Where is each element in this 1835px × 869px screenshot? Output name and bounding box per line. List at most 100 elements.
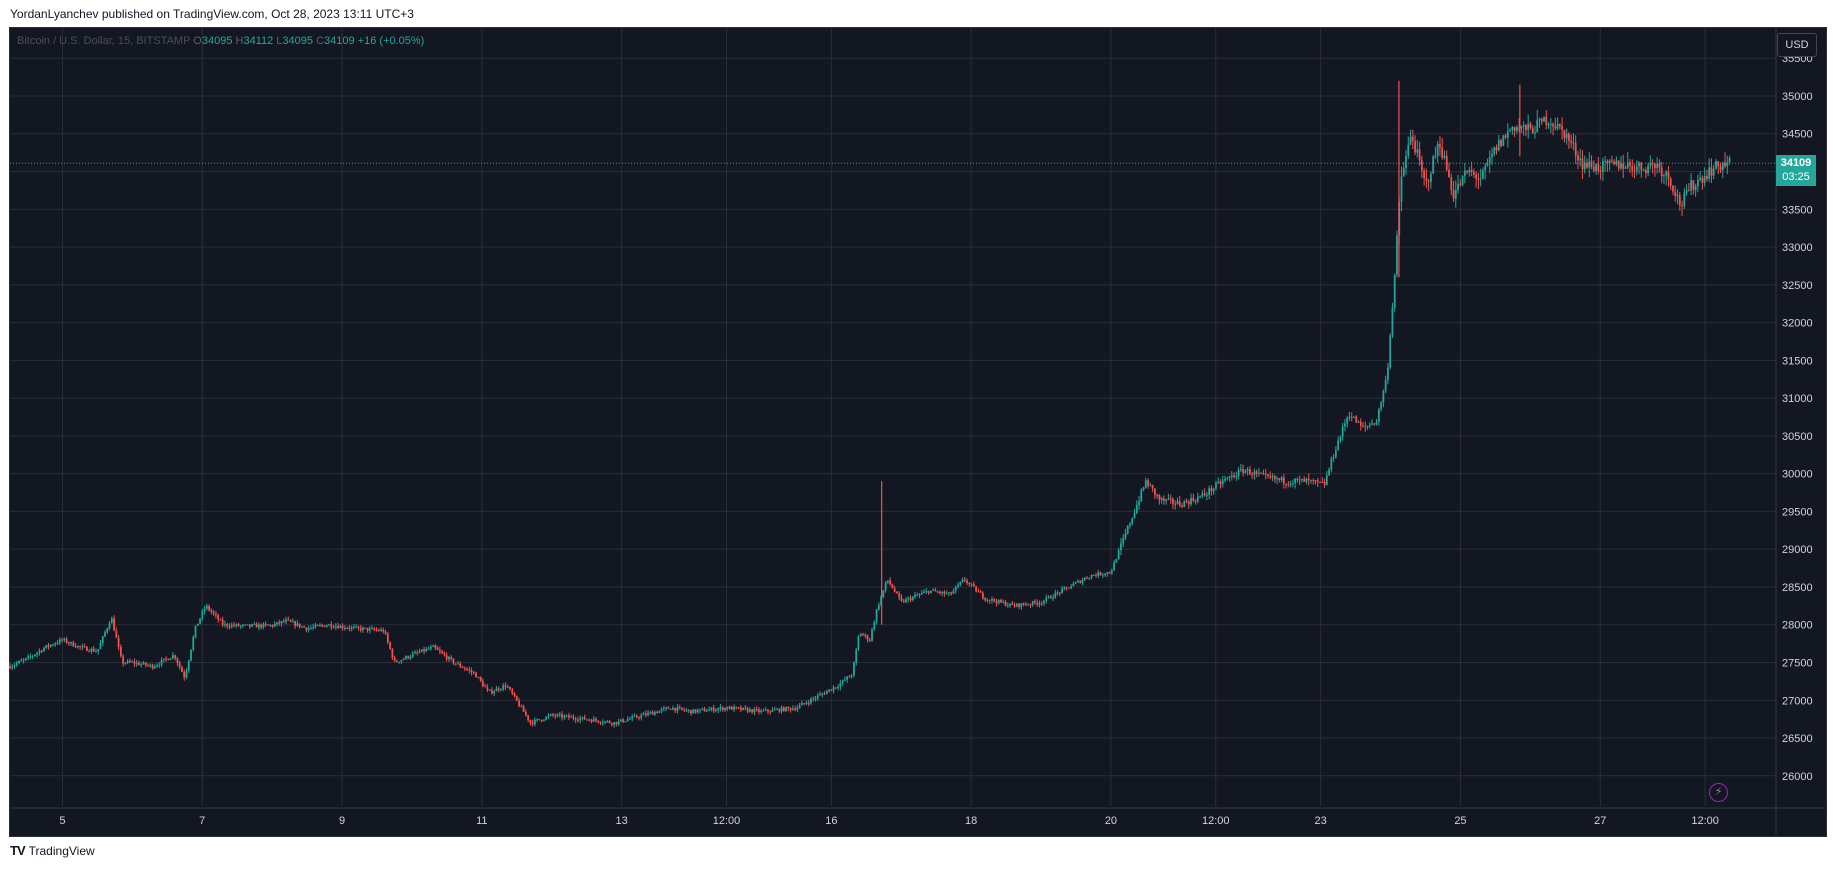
candle-body: [1004, 601, 1007, 606]
candle-body: [669, 708, 672, 710]
candle-body: [81, 646, 84, 648]
candle-body: [1221, 480, 1224, 485]
candle-body: [769, 711, 772, 713]
candle-body: [1310, 480, 1312, 482]
candle-body: [798, 705, 801, 708]
bar-countdown: 03:25: [1782, 171, 1810, 184]
candle-body: [608, 721, 611, 724]
candle-body: [58, 639, 61, 644]
candle-body: [1301, 478, 1303, 480]
candle-body: [36, 652, 39, 655]
y-tick-label: 27000: [1782, 695, 1813, 707]
candle-body: [495, 688, 498, 692]
candle-body: [244, 624, 247, 626]
candle-body: [911, 596, 914, 601]
candle-body: [1149, 485, 1152, 487]
candle-body: [203, 608, 206, 612]
y-tick-label: 30000: [1782, 469, 1813, 481]
candle-body: [1101, 574, 1104, 576]
candle-body: [995, 601, 998, 604]
candle-body: [1126, 525, 1129, 534]
x-tick-label: 23: [1315, 815, 1327, 827]
candle-body: [733, 706, 735, 710]
candle-body: [952, 590, 955, 594]
candle-body: [300, 626, 303, 628]
candle-body: [1647, 165, 1650, 174]
candle-body: [267, 624, 269, 626]
candle-body: [1364, 426, 1367, 428]
candle-body: [1163, 498, 1165, 501]
candle-body: [1454, 189, 1457, 199]
candle-body: [45, 645, 48, 648]
candle-body: [461, 666, 464, 668]
candle-body: [592, 718, 595, 722]
candle-body: [1405, 155, 1407, 169]
candle-body: [341, 625, 344, 629]
candle-body: [407, 656, 410, 659]
candle-body: [373, 628, 376, 630]
candle-body: [814, 698, 817, 700]
candle-body: [988, 599, 991, 601]
chart-panel[interactable]: [9, 27, 1827, 837]
candle-body: [9, 666, 11, 669]
candle-body: [1215, 482, 1217, 489]
x-tick-label: 13: [616, 815, 628, 827]
candle-body: [1086, 577, 1088, 579]
candle-body: [436, 648, 439, 650]
lightning-icon[interactable]: ⚡: [1709, 783, 1728, 802]
candle-body: [282, 621, 285, 623]
candle-body: [257, 624, 260, 628]
candle-body: [194, 625, 197, 638]
candle-body: [237, 624, 240, 627]
candle-body: [454, 663, 457, 665]
candle-body: [348, 628, 351, 630]
candle-body: [724, 707, 726, 711]
candle-body: [909, 598, 912, 601]
candle-body: [1531, 127, 1534, 134]
candle-body: [276, 622, 278, 625]
candle-body: [192, 637, 195, 650]
candle-body: [1626, 162, 1629, 168]
candle-body: [846, 676, 849, 680]
candle-body: [398, 661, 401, 663]
candle-body: [221, 619, 224, 625]
candle-body: [1534, 132, 1536, 134]
currency-button[interactable]: USD: [1777, 33, 1817, 57]
candle-body: [466, 668, 468, 670]
candle-body: [549, 714, 552, 716]
candle-body: [1545, 117, 1548, 126]
candle-body: [857, 636, 860, 650]
candle-body: [640, 715, 643, 718]
candle-body: [1083, 577, 1086, 581]
candle-body: [642, 713, 645, 716]
candle-body: [1696, 180, 1699, 186]
candle-body: [547, 715, 550, 717]
candle-body: [1088, 577, 1091, 579]
candle-body: [479, 677, 482, 681]
candle-body: [701, 708, 704, 710]
candle-body: [1013, 604, 1016, 607]
candle-body: [590, 720, 593, 722]
candle-body: [427, 648, 430, 650]
candle-body: [830, 689, 833, 691]
footer-brand[interactable]: TV TradingView: [10, 843, 95, 858]
candle-body: [968, 582, 971, 584]
candle-body: [217, 615, 220, 620]
candle-body: [287, 619, 290, 621]
candle-body: [1581, 158, 1584, 170]
candle-body: [1332, 456, 1335, 459]
candle-body: [823, 693, 826, 695]
candle-body: [1715, 161, 1717, 169]
candle-body: [1323, 482, 1326, 485]
candle-body: [667, 707, 670, 709]
candle-body: [1678, 194, 1681, 206]
candle-body: [1601, 161, 1604, 172]
candle-body: [450, 656, 453, 659]
candle-body: [323, 625, 326, 627]
candle-body: [622, 719, 625, 723]
candle-body: [1577, 155, 1579, 161]
candle-body: [893, 588, 896, 592]
candle-body: [1380, 402, 1383, 410]
candle-body: [40, 650, 43, 652]
